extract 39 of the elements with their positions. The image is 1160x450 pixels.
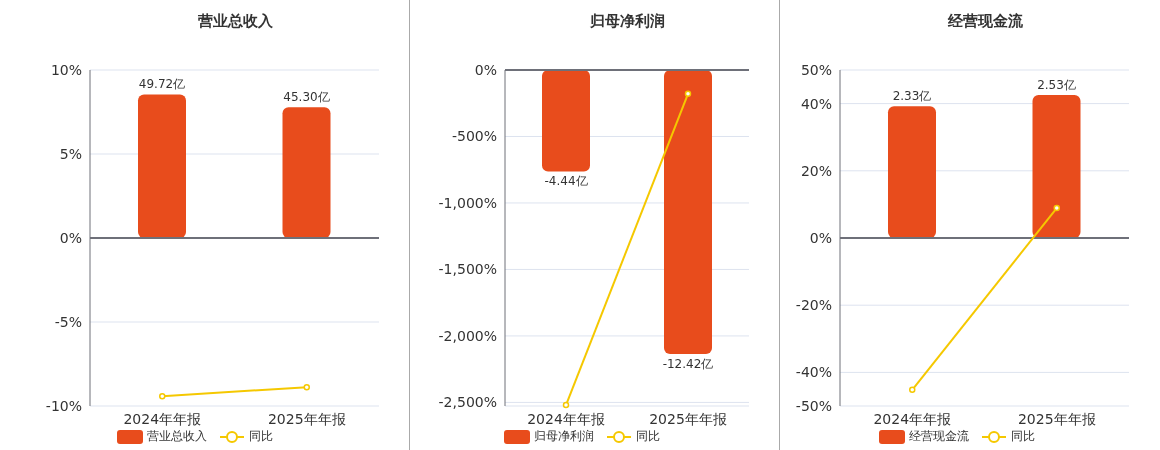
y-tick-label: 0% bbox=[474, 61, 497, 78]
y-tick-label: -20% bbox=[795, 297, 832, 314]
legend-label: 同比 bbox=[1011, 428, 1035, 445]
y-tick-label: 10% bbox=[50, 61, 82, 78]
legend-label: 经营现金流 bbox=[909, 428, 969, 445]
x-tick-label: 2024年年报 bbox=[873, 410, 952, 427]
chart-title: 营业总收入 bbox=[196, 12, 274, 31]
data-label: 2.53亿 bbox=[1037, 77, 1076, 92]
x-tick-label: 2025年年报 bbox=[649, 410, 727, 427]
x-tick-label: 2025年年报 bbox=[1017, 410, 1096, 427]
x-tick-label: 2025年年报 bbox=[267, 410, 346, 427]
y-tick-label: -2,000% bbox=[438, 327, 497, 344]
data-label: 45.30亿 bbox=[283, 90, 330, 105]
y-tick-label: -2,500% bbox=[438, 394, 497, 411]
y-tick-label: -1,000% bbox=[438, 194, 497, 211]
y-tick-label: 20% bbox=[800, 162, 832, 179]
chart-title: 归母净利润 bbox=[589, 12, 666, 31]
y-tick-label: -10% bbox=[45, 397, 82, 414]
y-tick-label: 0% bbox=[59, 229, 82, 246]
x-tick-label: 2024年年报 bbox=[123, 410, 202, 427]
data-label: 2.33亿 bbox=[892, 89, 932, 104]
y-tick-label: -5% bbox=[54, 313, 82, 330]
data-label: 49.72亿 bbox=[138, 77, 186, 92]
x-tick-label: 2024年年报 bbox=[527, 410, 605, 427]
legend-label: 营业总收入 bbox=[146, 428, 207, 445]
data-label: -12.42亿 bbox=[662, 356, 714, 371]
legend-label: 归母净利润 bbox=[534, 428, 594, 445]
legend-label: 同比 bbox=[248, 428, 273, 445]
y-tick-label: -50% bbox=[795, 397, 832, 414]
data-label: -4.44亿 bbox=[544, 174, 588, 189]
y-tick-label: 0% bbox=[809, 229, 832, 246]
chart-title: 经营现金流 bbox=[946, 12, 1024, 31]
y-tick-label: -40% bbox=[795, 364, 832, 381]
y-tick-label: 5% bbox=[59, 145, 82, 162]
legend-label: 同比 bbox=[636, 428, 660, 445]
y-tick-label: -500% bbox=[451, 128, 497, 145]
y-tick-label: 40% bbox=[800, 95, 832, 112]
y-tick-label: 50% bbox=[800, 61, 832, 78]
y-tick-label: -1,500% bbox=[438, 261, 497, 278]
